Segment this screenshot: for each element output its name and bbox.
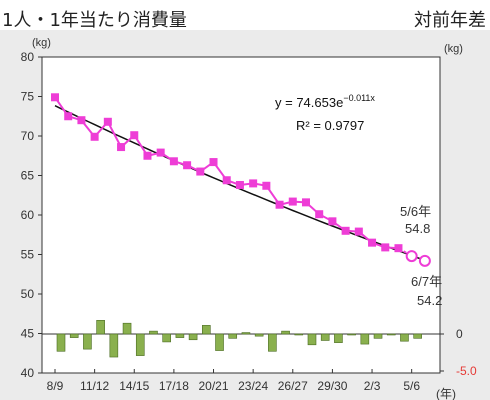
bar-6 xyxy=(135,333,145,356)
left-tick-label-7: 75 xyxy=(21,90,35,104)
annotation-value-1: 54.8 xyxy=(405,221,430,236)
plot-area xyxy=(41,56,441,374)
point-marker-3 xyxy=(90,132,99,141)
point-marker-10 xyxy=(183,161,192,170)
bar-20 xyxy=(320,333,330,341)
bar-14 xyxy=(241,332,251,335)
point-marker-18 xyxy=(288,197,297,206)
point-marker-13 xyxy=(222,176,231,185)
point-marker-6 xyxy=(130,131,139,140)
bar-7 xyxy=(149,330,158,335)
bar-2 xyxy=(83,333,92,350)
left-tick-label-4: 60 xyxy=(21,208,35,222)
left-tick-label-6: 70 xyxy=(21,129,35,143)
point-marker-20 xyxy=(315,210,324,219)
trend-r-squared: R² = 0.9797 xyxy=(296,118,364,133)
bar-9 xyxy=(175,333,185,338)
right-tick-label-1: -5.0 xyxy=(456,364,477,378)
left-tick-label-1: 45 xyxy=(21,327,35,341)
x-tick-label-5: 23/24 xyxy=(238,379,268,393)
trend-equation: y = 74.653e−0.011x xyxy=(275,93,375,110)
point-marker-1 xyxy=(64,112,73,121)
point-marker-26 xyxy=(394,244,403,253)
bar-18 xyxy=(294,333,304,336)
x-tick-label-1: 11/12 xyxy=(80,379,109,393)
point-marker-22 xyxy=(341,226,350,235)
left-tick-label-5: 65 xyxy=(21,169,35,183)
chart-title: 1人・1年当たり消費量 xyxy=(2,10,187,31)
bar-25 xyxy=(386,333,396,336)
point-marker-14 xyxy=(235,180,244,189)
left-axis-unit: (kg) xyxy=(32,37,51,49)
bar-19 xyxy=(307,333,317,346)
left-tick-label-3: 55 xyxy=(21,248,35,262)
bar-0 xyxy=(56,333,66,352)
annotation-value-2: 54.2 xyxy=(417,293,442,308)
point-marker-25 xyxy=(381,243,390,252)
x-tick-label-3: 17/18 xyxy=(159,379,189,393)
point-marker-16 xyxy=(262,181,271,190)
bar-22 xyxy=(347,333,356,336)
bar-16 xyxy=(268,333,277,352)
point-marker-15 xyxy=(249,179,258,188)
left-tick-label-0: 40 xyxy=(21,366,35,380)
bar-27 xyxy=(413,333,422,339)
x-tick-label-8: 2/3 xyxy=(364,379,381,393)
annotation-label-2: 6/7年 xyxy=(411,274,442,289)
bar-4 xyxy=(109,333,119,358)
point-marker-17 xyxy=(275,200,284,209)
bar-24 xyxy=(373,333,383,339)
bar-23 xyxy=(360,333,370,345)
x-tick-label-6: 26/27 xyxy=(278,379,308,393)
bar-11 xyxy=(202,325,211,335)
left-tick-label-8: 80 xyxy=(21,50,35,64)
bar-26 xyxy=(400,333,409,342)
right-tick-label-0: 0 xyxy=(456,327,463,341)
point-marker-5 xyxy=(117,143,126,152)
x-tick-label-4: 20/21 xyxy=(199,379,229,393)
bar-8 xyxy=(162,333,171,343)
bar-12 xyxy=(215,333,224,351)
point-marker-21 xyxy=(328,217,337,226)
point-marker-9 xyxy=(169,157,178,166)
point-marker-7 xyxy=(143,151,152,160)
point-marker-0 xyxy=(51,93,59,102)
bar-1 xyxy=(69,333,79,338)
point-marker-27 xyxy=(405,250,418,263)
bar-3 xyxy=(96,320,105,335)
point-marker-8 xyxy=(156,148,165,157)
x-axis-unit: (年) xyxy=(436,387,456,400)
left-tick-label-2: 50 xyxy=(21,287,35,301)
x-tick-label-7: 29/30 xyxy=(317,379,347,393)
bar-15 xyxy=(254,333,264,337)
bar-13 xyxy=(228,333,238,339)
bar-17 xyxy=(281,330,290,335)
point-marker-24 xyxy=(368,238,377,247)
point-marker-2 xyxy=(77,116,86,125)
x-tick-label-2: 14/15 xyxy=(119,379,149,393)
annotation-label-1: 5/6年 xyxy=(400,204,431,219)
bar-21 xyxy=(334,333,343,343)
point-marker-19 xyxy=(301,198,310,207)
point-marker-11 xyxy=(196,167,205,176)
point-marker-4 xyxy=(103,117,112,126)
bar-5 xyxy=(122,322,132,335)
point-marker-28 xyxy=(418,254,431,267)
x-tick-label-0: 8/9 xyxy=(47,379,64,393)
bar-10 xyxy=(188,333,198,341)
point-marker-12 xyxy=(209,158,218,167)
right-axis-title: 対前年差 xyxy=(414,10,486,31)
point-marker-23 xyxy=(354,227,363,236)
x-tick-label-9: 5/6 xyxy=(403,379,420,393)
right-axis-unit: (kg) xyxy=(444,43,463,55)
